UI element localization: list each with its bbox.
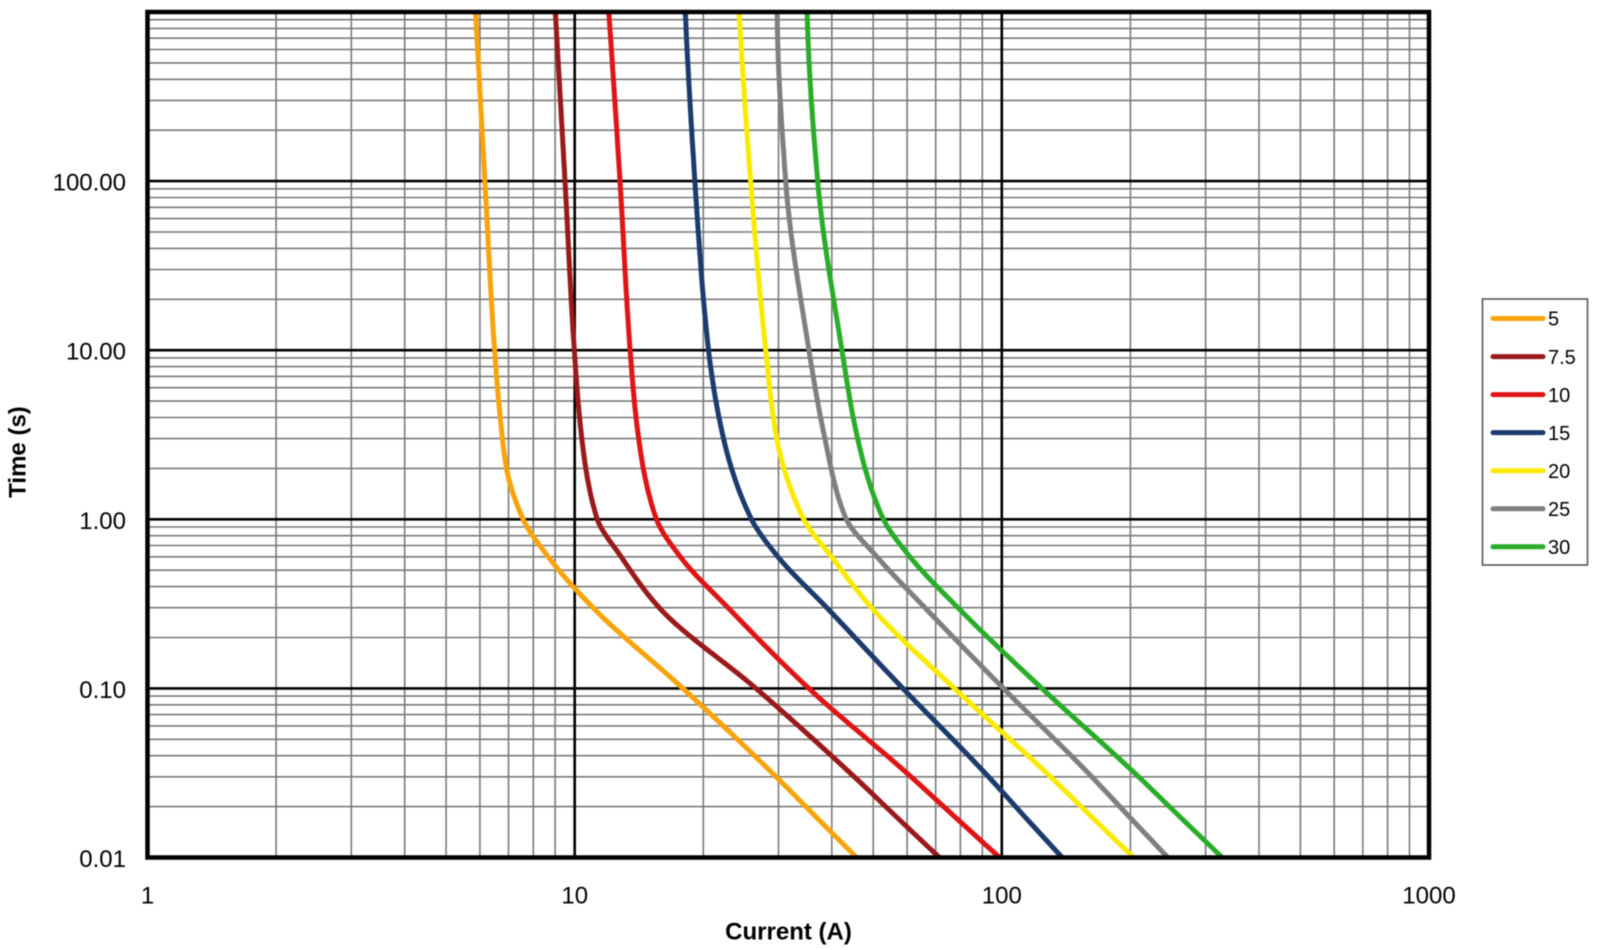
svg-text:0.01: 0.01 — [79, 846, 126, 873]
svg-text:10.00: 10.00 — [66, 339, 126, 366]
svg-text:0.10: 0.10 — [79, 677, 126, 704]
svg-text:1000: 1000 — [1402, 883, 1455, 910]
svg-text:15: 15 — [1548, 423, 1570, 445]
svg-text:5: 5 — [1548, 309, 1559, 331]
svg-text:1: 1 — [141, 883, 154, 910]
svg-text:20: 20 — [1548, 461, 1570, 483]
svg-text:30: 30 — [1548, 537, 1570, 559]
svg-text:100.00: 100.00 — [53, 170, 126, 197]
svg-text:10: 10 — [561, 883, 588, 910]
svg-text:Time (s): Time (s) — [5, 406, 32, 498]
svg-text:Current (A): Current (A) — [725, 919, 852, 946]
svg-text:25: 25 — [1548, 499, 1570, 521]
svg-text:100: 100 — [982, 883, 1022, 910]
svg-text:10: 10 — [1548, 385, 1570, 407]
svg-text:1.00: 1.00 — [79, 508, 126, 535]
svg-text:7.5: 7.5 — [1548, 347, 1576, 369]
